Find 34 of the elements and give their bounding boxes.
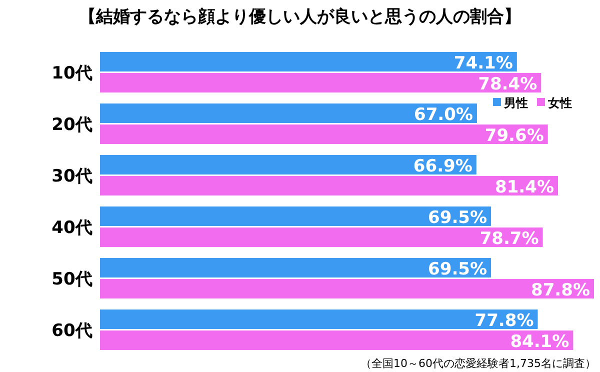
data-label: 78.7% — [480, 229, 539, 249]
bar — [100, 176, 558, 196]
y-tick-label: 30代 — [52, 166, 92, 186]
data-label: 81.4% — [495, 178, 554, 198]
data-label: 84.1% — [510, 332, 570, 352]
data-label: 79.6% — [484, 126, 544, 146]
y-tick-label: 20代 — [52, 115, 92, 135]
data-label: 66.9% — [413, 156, 472, 176]
bar — [100, 258, 492, 278]
bar — [100, 124, 548, 144]
legend-label: 女性 — [547, 96, 572, 110]
y-tick-label: 40代 — [52, 218, 92, 238]
y-tick-label: 60代 — [52, 321, 92, 341]
data-label: 78.4% — [478, 74, 538, 94]
data-label: 87.8% — [531, 280, 590, 300]
chart-title: 【結婚するなら顔より優しい人が良いと思うの人の割合】 — [79, 7, 521, 27]
data-label: 69.5% — [428, 208, 488, 228]
data-label: 69.5% — [428, 260, 488, 280]
bar — [100, 52, 517, 72]
text: （全国10～60代の恋愛経験者1,735名に調査） — [360, 357, 596, 370]
bar — [100, 73, 542, 92]
bar — [100, 279, 594, 298]
data-label: 74.1% — [454, 54, 513, 74]
bar — [100, 206, 492, 226]
y-tick-label: 50代 — [52, 270, 92, 290]
bar — [100, 330, 574, 350]
data-label: 67.0% — [414, 105, 473, 125]
bar — [100, 104, 477, 123]
bar — [100, 228, 543, 247]
data-label: 77.8% — [474, 311, 534, 331]
bar — [100, 155, 476, 174]
bar — [100, 310, 538, 329]
y-tick-label: 10代 — [52, 64, 92, 84]
legend-label: 男性 — [503, 96, 528, 110]
